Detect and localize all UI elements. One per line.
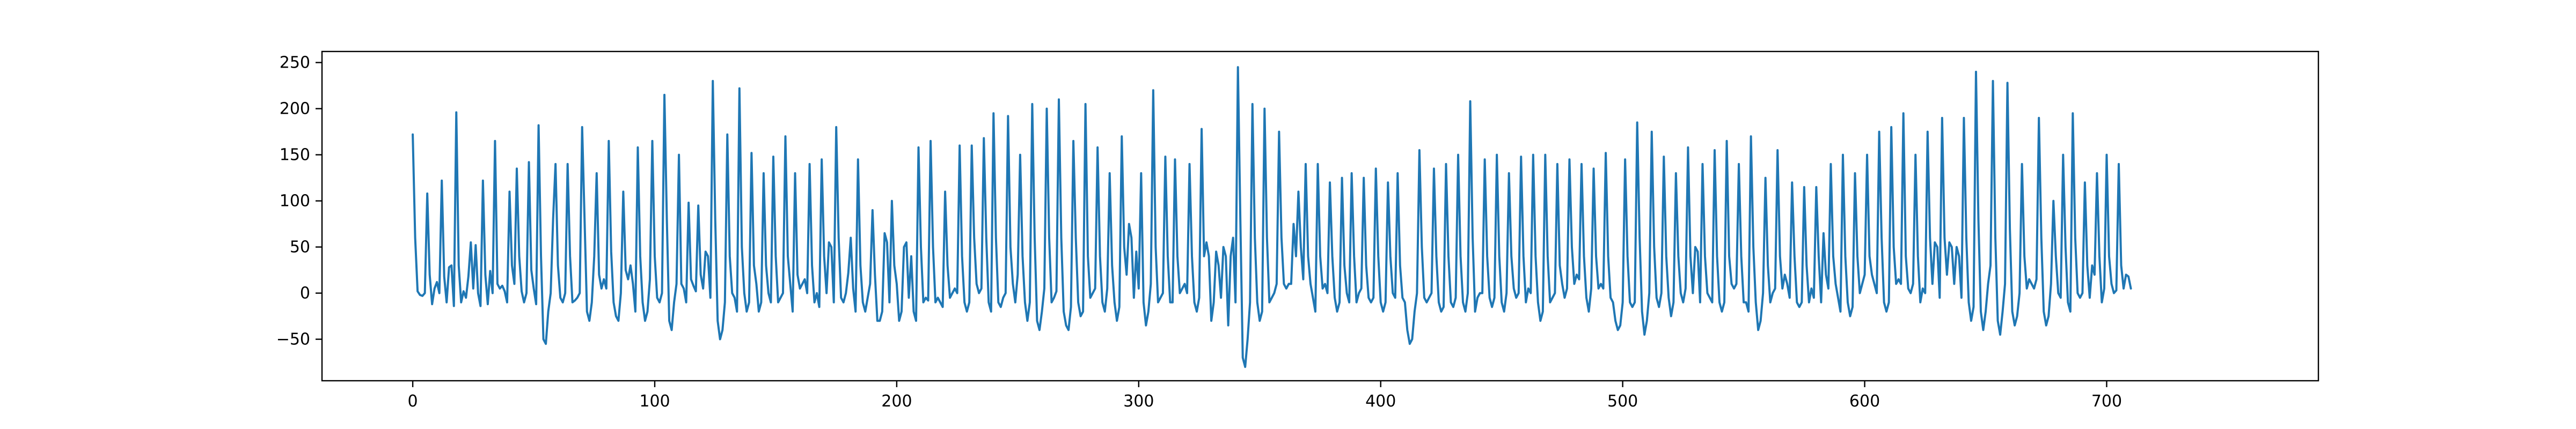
x-axis-tick-labels: 0 100 200 300 400 500 600 700 [408,392,2123,411]
y-axis-tick-labels: −50 0 50 100 150 200 250 [276,54,310,349]
series-group [412,66,2132,368]
x-tick-label-400: 400 [1365,392,1396,411]
x-tick-label-500: 500 [1607,392,1638,411]
y-tick-label-250: 250 [280,54,310,72]
x-tick-label-100: 100 [639,392,670,411]
series-line-0 [412,66,2132,368]
y-tick-label-0: 0 [300,284,310,303]
y-tick-label-200: 200 [280,100,310,119]
y-tick-label-50: 50 [290,238,310,257]
x-tick-label-300: 300 [1123,392,1154,411]
y-tick-label--50: −50 [276,330,310,349]
y-tick-label-150: 150 [280,146,310,165]
x-tick-label-600: 600 [1849,392,1880,411]
plot-area-frame [321,50,2319,382]
x-tick-label-0: 0 [408,392,418,411]
x-tick-label-200: 200 [881,392,912,411]
y-tick-label-100: 100 [280,192,310,211]
x-axis-ticks [412,381,2107,387]
x-tick-label-700: 700 [2091,392,2122,411]
y-axis-ticks [316,62,322,340]
